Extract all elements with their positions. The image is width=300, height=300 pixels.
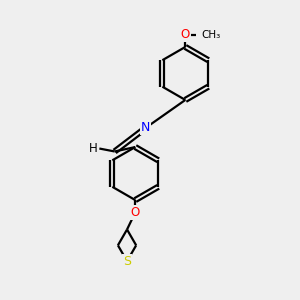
Text: H: H — [89, 142, 98, 155]
Text: O: O — [181, 28, 190, 41]
Text: S: S — [123, 255, 131, 268]
Text: O: O — [131, 206, 140, 219]
Text: N: N — [141, 122, 150, 134]
Text: CH₃: CH₃ — [202, 30, 221, 40]
